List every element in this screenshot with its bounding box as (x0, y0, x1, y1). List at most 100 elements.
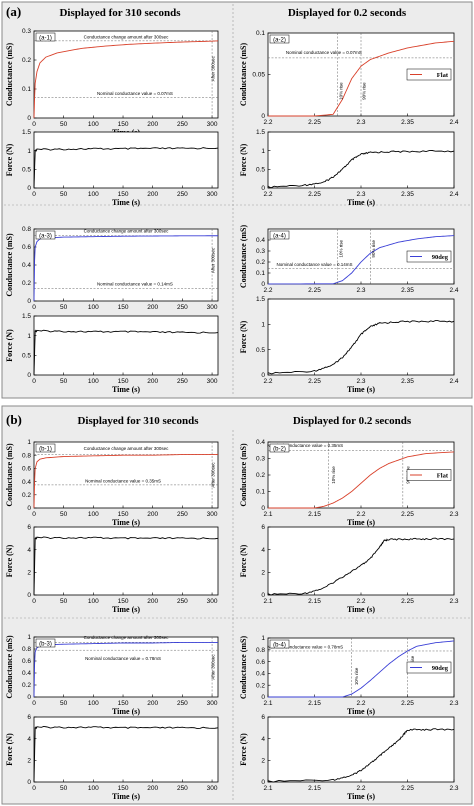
x-axis-label: Time (s) (112, 605, 140, 614)
x-tick-label: 250 (177, 700, 188, 707)
y-tick-label: 4 (27, 736, 31, 743)
y-tick-label: 0 (261, 281, 265, 288)
x-tick-label: 50 (60, 378, 68, 385)
y-tick-label: 0 (27, 372, 31, 379)
y-axis-label: Force (N) (5, 544, 14, 577)
x-tick-label: 100 (88, 378, 99, 385)
y-tick-label: 0.8 (256, 647, 265, 654)
annotation-text: Nominal conductance value = 0.78mS (85, 656, 161, 661)
panel-label-text: (b-4) (273, 642, 286, 648)
y-tick-label: 0 (261, 185, 265, 192)
y-tick-label: 2 (261, 570, 265, 577)
x-tick-label: 0 (32, 304, 36, 311)
series-line (33, 641, 218, 698)
x-tick-label: 2.25 (401, 700, 414, 707)
y-tick-label: 0.1 (22, 86, 31, 93)
y-tick-label: 0 (27, 115, 31, 122)
y-axis-label: Force (N) (5, 733, 14, 766)
y-tick-label: 1 (27, 634, 31, 641)
panel-b-2f: 2.1 2.15 2.2 2.25 2.3 0 2 4 6 Time (s) Force (N) (239, 524, 459, 614)
plot-area (267, 526, 455, 596)
series-line (33, 40, 219, 119)
x-tick-label: 0 (32, 121, 36, 128)
annotation-text: Nominal conductance value = 0.07mS (97, 91, 173, 96)
y-tick-label: 0.8 (22, 452, 31, 459)
plot-area (33, 131, 219, 189)
panel-b-3: 0 50 100 150 200 250 300 0 0.2 0.4 0.6 0.8 1 Time (s)… (5, 634, 219, 716)
y-tick-label: 0.2 (256, 682, 265, 689)
plot-area (33, 315, 219, 376)
plot-area (33, 526, 219, 596)
plot-area (267, 131, 455, 189)
y-tick-label: 1 (261, 322, 265, 329)
x-tick-label: 0 (32, 511, 36, 518)
annotation-text: Nominal conductance value = 0.07mS (286, 50, 362, 55)
x-tick-label: 50 (60, 598, 68, 605)
x-tick-label: 2.15 (308, 785, 321, 792)
y-tick-label: 0.5 (22, 167, 31, 174)
annotation-text: Nominal conductance value = 0.78mS (267, 645, 343, 650)
x-tick-label: 50 (60, 785, 68, 792)
panel-label: (b-4) (269, 639, 290, 648)
y-tick-label: 0 (261, 779, 265, 786)
y-tick-label: 0.1 (256, 489, 265, 496)
plot-area (33, 636, 219, 698)
panel-label-box (35, 32, 56, 42)
panel-b-3f: 0 50 100 150 200 250 300 0 2 4 6 Time (s) Force (N) (5, 714, 219, 801)
x-tick-label: 100 (88, 191, 99, 198)
y-tick-label: 0.2 (22, 280, 31, 287)
x-tick-label: 250 (177, 785, 188, 792)
y-tick-label: 1.5 (22, 129, 31, 136)
annotation-text: Nominal conductance value = 0.14mS (97, 282, 173, 287)
x-tick-label: 2.2 (263, 191, 272, 198)
x-tick-label: 2.3 (356, 119, 365, 126)
panel-b-4: 2.1 2.15 2.2 2.25 2.3 0 0.2 0.4 0.6 0.8 1 Time (s) C… (239, 635, 459, 716)
y-tick-label: 2 (27, 570, 31, 577)
annotation-text: After 300sec (210, 247, 215, 273)
x-tick-label: 2.25 (401, 785, 414, 792)
y-tick-label: 0.8 (22, 646, 31, 653)
x-tick-label: 200 (147, 785, 158, 792)
y-tick-label: 0 (27, 185, 31, 192)
y-tick-label: 0 (27, 694, 31, 701)
y-tick-label: 0 (261, 372, 265, 379)
x-tick-label: 150 (118, 191, 129, 198)
part-a-heading-left: Displayed for 310 seconds (59, 7, 181, 19)
y-axis-label: Conductance (mS) (239, 43, 248, 107)
legend-box (406, 250, 452, 263)
x-tick-label: 50 (60, 191, 68, 198)
legend: 90deg (406, 250, 452, 263)
x-tick-label: 300 (207, 121, 218, 128)
series-line (268, 640, 455, 698)
annotation-text: Nominal conductance value = 0.14mS (277, 262, 353, 267)
plot-area (267, 637, 455, 698)
x-axis-label: Time (s) (347, 385, 375, 394)
annotation-text: After 300sec (210, 55, 215, 81)
y-axis-label: Conductance (mS) (5, 43, 14, 107)
panel-a-4: 2.2 2.25 2.3 2.35 2.4 0 0.1 0.2 0.3 0.4 Conductanc… (239, 225, 459, 294)
panel-label-text: (a-1) (39, 35, 52, 41)
y-tick-label: 0.3 (256, 456, 265, 463)
x-tick-label: 0 (32, 785, 36, 792)
series-line (268, 451, 455, 509)
y-tick-label: 1 (261, 148, 265, 155)
x-tick-label: 50 (60, 511, 68, 518)
panel-a-2: 2.2 2.25 2.3 2.35 2.4 0 0.05 0.1 Conductance (mS… (239, 30, 459, 126)
panel-label: (b-1) (35, 443, 56, 452)
legend: Flat (406, 68, 452, 81)
legend-box (406, 68, 452, 81)
x-axis-label: Time (s) (347, 198, 375, 207)
x-tick-label: 2.3 (449, 700, 458, 707)
x-tick-label: 2.2 (356, 785, 365, 792)
panel-label: (a-1) (35, 32, 56, 42)
y-tick-label: 0.3 (22, 28, 31, 35)
x-axis-label: Time (s) (112, 518, 140, 527)
panel-a-3: 0 50 100 150 200 250 300 0 0.2 0.4 0.6 0.8 Conductan… (5, 226, 219, 311)
panel-label-text: (b-3) (39, 641, 52, 647)
y-tick-label: 0.4 (256, 671, 265, 678)
annotation-text: 10% rise (331, 466, 336, 484)
y-axis-label: Force (N) (239, 733, 248, 766)
y-tick-label: 0.3 (256, 248, 265, 255)
